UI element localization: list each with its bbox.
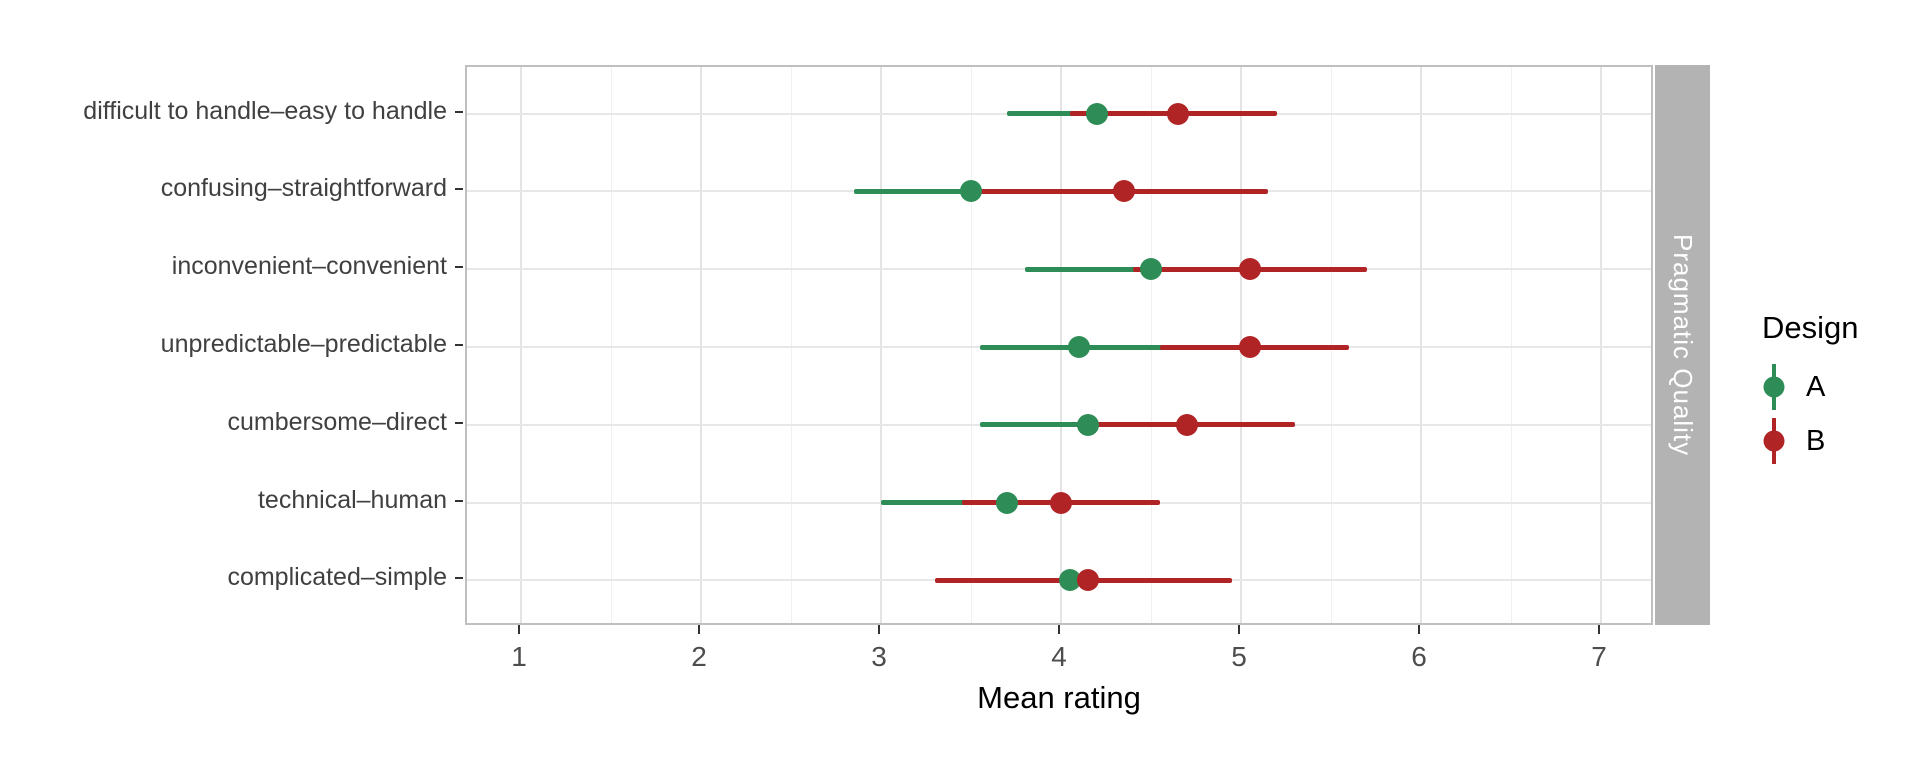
y-axis-label: complicated–simple (227, 563, 447, 592)
minor-gridline (970, 67, 972, 623)
mean-dot-a (1059, 569, 1081, 592)
x-tick-mark (1238, 625, 1240, 634)
legend-item-label: B (1806, 424, 1826, 457)
mean-dot-b (1239, 258, 1261, 281)
y-tick-mark (455, 577, 463, 580)
mean-dot-b (1239, 336, 1261, 358)
y-tick-mark (455, 344, 463, 346)
major-gridline (700, 67, 702, 623)
legend-title: Design (1762, 310, 1859, 345)
mean-dot-a (1068, 336, 1090, 358)
facet-strip: Pragmatic Quality (1655, 65, 1710, 625)
mean-dot-b (1176, 413, 1198, 436)
y-axis-label: unpredictable–predictable (160, 330, 447, 358)
facet-strip-label: Pragmatic Quality (1668, 233, 1698, 457)
y-tick-mark (455, 266, 463, 269)
x-tick-mark (1418, 625, 1420, 634)
x-tick-mark (878, 625, 880, 634)
y-tick-mark (455, 421, 463, 424)
x-tick-label: 6 (1411, 641, 1427, 672)
mean-dot-a (996, 491, 1018, 514)
x-tick-mark (1598, 625, 1600, 634)
y-axis-label: cumbersome–direct (227, 407, 447, 436)
y-tick-mark (455, 499, 463, 502)
minor-gridline (1510, 67, 1512, 623)
major-gridline (520, 67, 522, 623)
minor-gridline (610, 67, 612, 623)
plot-panel (465, 65, 1653, 625)
mean-dot-a (960, 180, 982, 203)
y-tick-mark (455, 110, 463, 113)
y-tick-mark (455, 188, 463, 191)
mean-dot-a (1077, 413, 1099, 436)
mean-dot-a (1086, 102, 1108, 125)
x-axis-title: Mean rating (977, 680, 1141, 715)
mean-dot-b (1050, 491, 1072, 514)
legend-item-a: A (1762, 360, 1859, 414)
legend-dot (1763, 376, 1785, 398)
y-axis-label: confusing–straightforward (160, 174, 447, 203)
x-tick-label: 4 (1051, 641, 1067, 672)
mean-dot-a (1140, 258, 1162, 281)
major-gridline (880, 67, 882, 623)
y-axis-label: difficult to handle–easy to handle (83, 96, 447, 125)
y-axis-label: technical–human (257, 485, 447, 514)
x-tick-mark (698, 625, 700, 634)
x-tick-label: 5 (1231, 641, 1247, 672)
pointrange-glyph-icon (1762, 414, 1786, 468)
major-gridline (1420, 67, 1422, 623)
mean-dot-b (1167, 102, 1189, 125)
x-tick-label: 2 (691, 641, 707, 672)
legend-item-b: B (1762, 414, 1859, 468)
x-tick-mark (518, 625, 520, 634)
x-tick-label: 7 (1591, 641, 1607, 672)
x-tick-label: 3 (871, 641, 887, 672)
major-gridline (1600, 67, 1602, 623)
minor-gridline (790, 67, 792, 623)
x-tick-label: 1 (511, 641, 527, 672)
legend-dot (1763, 430, 1785, 452)
mean-dot-b (1113, 180, 1135, 203)
pointrange-glyph-icon (1762, 360, 1786, 414)
mean-dot-b (1077, 569, 1099, 592)
x-tick-mark (1058, 625, 1060, 634)
legend-item-label: A (1806, 370, 1826, 403)
y-axis-label: inconvenient–convenient (171, 252, 447, 281)
